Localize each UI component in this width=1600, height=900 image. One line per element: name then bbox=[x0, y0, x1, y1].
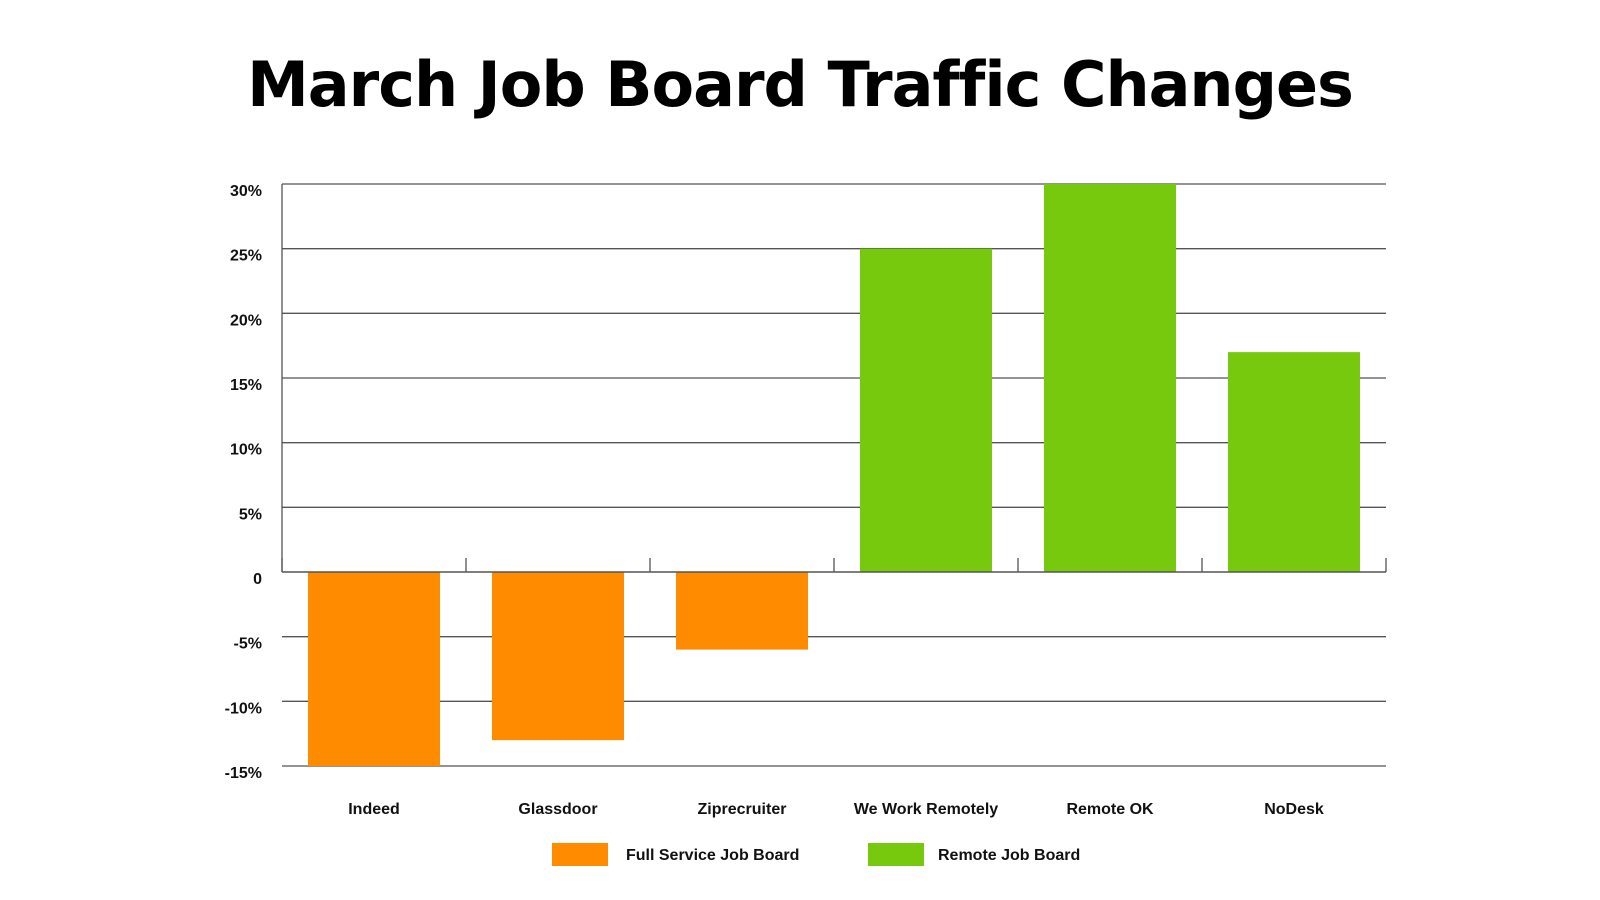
x-tick-label: Indeed bbox=[348, 801, 400, 818]
y-tick-label: 5% bbox=[239, 506, 262, 523]
y-tick-label: 10% bbox=[230, 442, 262, 459]
y-tick-label: -15% bbox=[225, 765, 262, 782]
y-axis-tick-labels: 30% 25% 20% 15% 10% 5% 0 -5% -10% -15% bbox=[225, 183, 262, 782]
x-tick-label: Ziprecruiter bbox=[698, 801, 787, 818]
legend-swatch bbox=[868, 843, 924, 866]
legend: Full Service Job Board Remote Job Board bbox=[552, 843, 1080, 866]
bar bbox=[676, 572, 808, 650]
bar bbox=[308, 572, 440, 766]
legend-swatch bbox=[552, 843, 608, 866]
y-tick-label: 25% bbox=[230, 248, 262, 265]
y-tick-label: -5% bbox=[234, 636, 262, 653]
bar bbox=[860, 248, 992, 572]
chart-title: March Job Board Traffic Changes bbox=[247, 48, 1354, 121]
legend-label: Remote Job Board bbox=[938, 847, 1080, 864]
y-tick-label: 0 bbox=[253, 571, 262, 588]
y-tick-label: 20% bbox=[230, 312, 262, 329]
bar bbox=[1044, 184, 1176, 572]
bars bbox=[308, 184, 1360, 766]
x-tick-label: Glassdoor bbox=[518, 801, 597, 818]
x-tick-label: Remote OK bbox=[1066, 801, 1154, 818]
x-axis-tick-labels: Indeed Glassdoor Ziprecruiter We Work Remot… bbox=[348, 801, 1324, 818]
y-tick-label: -10% bbox=[225, 700, 262, 717]
x-tick-label: We Work Remotely bbox=[854, 801, 998, 818]
bar bbox=[1228, 352, 1360, 572]
axes bbox=[281, 184, 1387, 573]
grid-lines bbox=[282, 183, 1386, 767]
y-tick-label: 15% bbox=[230, 377, 262, 394]
y-tick-label: 30% bbox=[230, 183, 262, 200]
x-tick-label: NoDesk bbox=[1264, 801, 1324, 818]
bar bbox=[492, 572, 624, 741]
legend-label: Full Service Job Board bbox=[626, 847, 799, 864]
